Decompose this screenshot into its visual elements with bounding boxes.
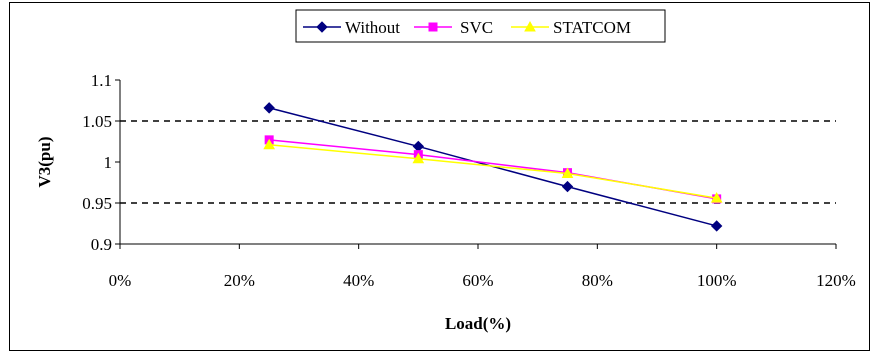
series-statcom bbox=[264, 140, 722, 202]
series-line bbox=[269, 140, 717, 199]
series-line bbox=[269, 108, 717, 226]
y-axis-title: V3(pu) bbox=[35, 136, 54, 187]
data-point bbox=[264, 103, 274, 113]
legend-label: Without bbox=[345, 18, 400, 37]
y-tick-label: 1.05 bbox=[82, 112, 112, 131]
x-tick-label: 80% bbox=[582, 271, 613, 290]
x-axis-title: Load(%) bbox=[445, 314, 511, 333]
legend-label: SVC bbox=[460, 18, 493, 37]
y-tick-label: 0.9 bbox=[91, 235, 112, 254]
legend: Without SVC STATCOM bbox=[296, 10, 665, 42]
x-tick-label: 60% bbox=[462, 271, 493, 290]
data-point bbox=[712, 221, 722, 231]
x-tick-label: 40% bbox=[343, 271, 374, 290]
y-tick-label: 0.95 bbox=[82, 194, 112, 213]
x-tick-label: 120% bbox=[816, 271, 856, 290]
legend-label: STATCOM bbox=[553, 18, 631, 37]
legend-marker bbox=[429, 23, 437, 31]
series-line bbox=[269, 145, 717, 198]
data-point bbox=[563, 182, 573, 192]
series-svc bbox=[265, 136, 721, 203]
x-tick-label: 0% bbox=[109, 271, 132, 290]
data-point bbox=[413, 141, 423, 151]
y-tick-label: 1.1 bbox=[91, 71, 112, 90]
y-tick-label: 1 bbox=[104, 153, 113, 172]
series-without bbox=[264, 103, 722, 231]
x-tick-label: 20% bbox=[224, 271, 255, 290]
x-tick-label: 100% bbox=[697, 271, 737, 290]
